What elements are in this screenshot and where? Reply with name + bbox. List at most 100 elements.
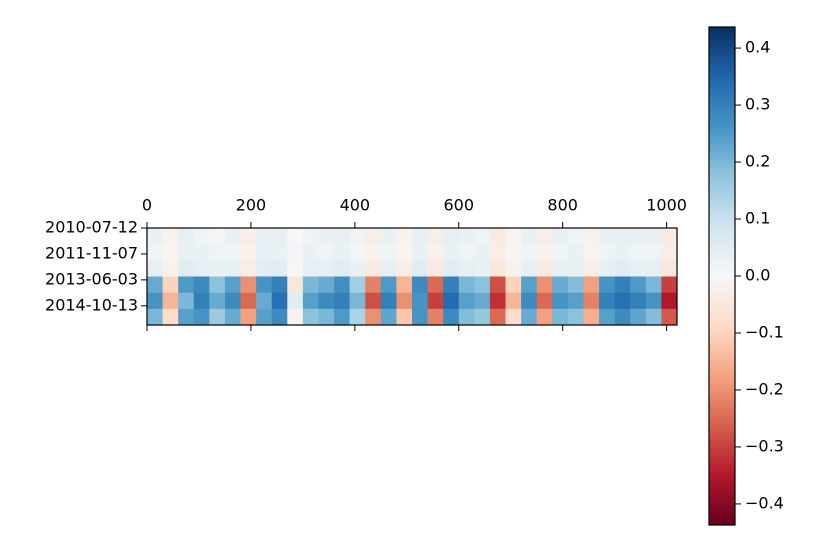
heatmap-cell <box>240 292 257 310</box>
heatmap-cell <box>536 308 553 326</box>
heatmap-cell <box>147 228 163 245</box>
heatmap-cell <box>365 276 382 293</box>
heatmap-cell <box>505 276 522 293</box>
colorbar <box>708 26 736 526</box>
heatmap-cell <box>287 260 304 277</box>
heatmap-cell <box>443 228 460 245</box>
heatmap-cell <box>458 260 475 277</box>
heatmap-cell <box>334 228 350 245</box>
heatmap-cell <box>334 244 350 261</box>
heatmap-cell <box>162 292 179 310</box>
heatmap-cell <box>209 260 226 277</box>
heatmap-cell <box>536 228 553 245</box>
heatmap-cell <box>427 244 444 261</box>
y-tick-label: 2013-06-03 <box>45 269 138 288</box>
heatmap-cell <box>474 244 491 261</box>
heatmap-cell <box>396 260 413 277</box>
heatmap-cell <box>396 228 413 245</box>
heatmap-cell <box>271 308 288 326</box>
heatmap-cell <box>474 260 491 277</box>
heatmap-cell <box>599 260 615 277</box>
heatmap-cell <box>521 308 538 326</box>
heatmap-cell <box>427 292 444 310</box>
heatmap-cell <box>567 276 584 293</box>
heatmap-cell <box>521 244 538 261</box>
heatmap-cell <box>489 260 506 277</box>
heatmap-cell <box>661 244 678 261</box>
heatmap-cell <box>349 292 366 310</box>
heatmap-cell <box>474 292 491 310</box>
heatmap-cell <box>412 276 428 293</box>
heatmap-cell <box>474 276 491 293</box>
heatmap-cell <box>380 292 397 310</box>
heatmap-cell <box>302 292 319 310</box>
heatmap-cell <box>178 292 195 310</box>
heatmap-cell <box>583 228 600 245</box>
heatmap-cell <box>365 244 382 261</box>
heatmap-cell <box>224 276 241 293</box>
heatmap-cell <box>521 276 538 293</box>
heatmap-cell <box>380 244 397 261</box>
heatmap-cell <box>630 276 647 293</box>
heatmap-cell <box>209 292 226 310</box>
heatmap-cell <box>599 292 615 310</box>
heatmap-cell <box>427 260 444 277</box>
heatmap-cell <box>521 292 538 310</box>
heatmap-cell <box>240 276 257 293</box>
heatmap-cell <box>162 308 179 326</box>
heatmap-cell <box>614 292 631 310</box>
heatmap-cell <box>505 244 522 261</box>
heatmap-cell <box>256 276 273 293</box>
heatmap-cell <box>661 228 678 245</box>
heatmap-cell <box>193 228 210 245</box>
heatmap-cell <box>318 244 335 261</box>
heatmap-cell <box>193 276 210 293</box>
heatmap-cell <box>645 292 662 310</box>
heatmap-cell <box>443 276 460 293</box>
heatmap-cell <box>271 292 288 310</box>
heatmap-cell <box>147 276 163 293</box>
heatmap-cell <box>489 276 506 293</box>
heatmap-cell <box>209 244 226 261</box>
heatmap-cell <box>505 228 522 245</box>
heatmap-cell <box>224 292 241 310</box>
colorbar-tick-label: 0.1 <box>745 209 770 228</box>
colorbar-tick-label: 0.3 <box>745 95 770 114</box>
heatmap-cell <box>661 292 678 310</box>
heatmap-cell <box>567 260 584 277</box>
heatmap-cell <box>443 244 460 261</box>
heatmap-cell <box>599 308 615 326</box>
heatmap-cell <box>256 292 273 310</box>
heatmap-cell <box>630 292 647 310</box>
heatmap-cell <box>240 260 257 277</box>
heatmap-cell <box>567 292 584 310</box>
heatmap-cell <box>630 244 647 261</box>
heatmap-cell <box>599 228 615 245</box>
heatmap-cell <box>489 292 506 310</box>
heatmap-cell <box>334 276 350 293</box>
heatmap-cell <box>505 260 522 277</box>
heatmap-cell <box>536 244 553 261</box>
heatmap-cell <box>318 260 335 277</box>
heatmap-cell <box>552 260 569 277</box>
heatmap-cell <box>599 276 615 293</box>
heatmap-cell <box>349 244 366 261</box>
heatmap-cell <box>458 308 475 326</box>
heatmap-cell <box>147 308 163 326</box>
heatmap-cell <box>396 276 413 293</box>
heatmap-cell <box>365 260 382 277</box>
heatmap-cell <box>458 228 475 245</box>
heatmap-cell <box>645 244 662 261</box>
heatmap-cell <box>240 308 257 326</box>
heatmap-cell <box>474 228 491 245</box>
heatmap-cell <box>552 308 569 326</box>
heatmap-cell <box>271 276 288 293</box>
heatmap-cell <box>521 228 538 245</box>
heatmap-cell <box>614 228 631 245</box>
heatmap-cell <box>614 276 631 293</box>
heatmap-cell <box>318 292 335 310</box>
heatmap-cell <box>614 260 631 277</box>
heatmap-cell <box>536 276 553 293</box>
heatmap-cell <box>178 260 195 277</box>
